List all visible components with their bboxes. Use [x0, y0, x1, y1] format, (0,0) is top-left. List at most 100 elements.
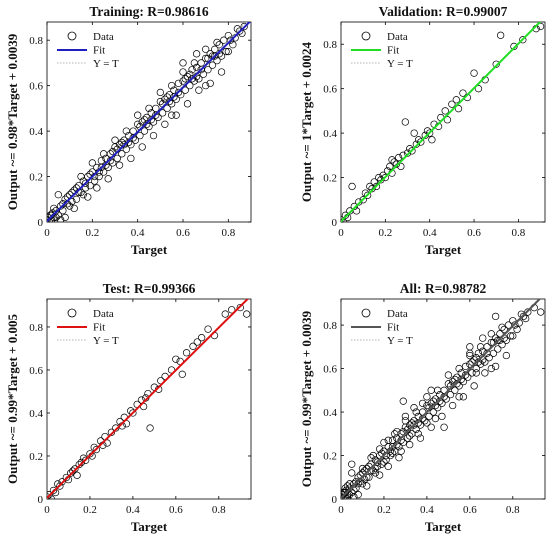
data-point	[161, 95, 169, 103]
data-point	[406, 432, 414, 440]
data-point	[95, 172, 103, 181]
data-point	[474, 85, 483, 93]
data-point	[491, 312, 500, 321]
data-point	[487, 338, 495, 347]
data-point	[403, 434, 412, 442]
y-tick-label: 0.2	[29, 451, 43, 463]
y-tick-label: 0.2	[323, 173, 337, 185]
data-point	[61, 213, 69, 222]
data-point	[481, 369, 489, 377]
data-point	[352, 207, 361, 215]
data-point	[459, 377, 468, 386]
y-tick-label: 0	[38, 494, 44, 506]
data-point	[138, 143, 146, 151]
y-tick-label: 0	[332, 494, 338, 506]
data-point	[165, 97, 174, 106]
data-point	[213, 56, 221, 65]
data-point	[111, 136, 119, 144]
data-point	[522, 314, 530, 323]
data-point	[448, 100, 456, 108]
data-point	[54, 191, 62, 199]
data-point	[138, 118, 146, 126]
data-point	[452, 96, 460, 104]
data-point	[109, 147, 117, 156]
data-point	[453, 380, 461, 388]
data-point	[378, 460, 386, 468]
data-point	[122, 127, 130, 135]
data-point	[363, 473, 371, 481]
data-point	[399, 438, 407, 447]
data-point	[188, 66, 196, 74]
data-point	[92, 445, 101, 454]
data-point	[410, 421, 418, 429]
data-point	[401, 118, 409, 126]
plot-marks	[341, 299, 545, 499]
data-point	[178, 370, 186, 378]
data-point	[410, 404, 418, 412]
data-point	[510, 42, 518, 51]
y-tick-label: 0.2	[29, 172, 43, 184]
data-point	[376, 445, 384, 453]
x-tick-label: 0.4	[420, 504, 434, 516]
legend-label: Y = T	[387, 335, 413, 347]
data-point	[202, 45, 210, 53]
data-point	[395, 454, 403, 462]
data-point	[56, 216, 65, 222]
y-tick-label: 0.4	[29, 126, 43, 138]
fit-line	[47, 299, 250, 499]
x-tick-label: 0.6	[169, 504, 183, 516]
data-point	[412, 408, 420, 416]
data-point	[457, 375, 465, 384]
data-point	[168, 100, 176, 108]
data-point	[388, 449, 397, 457]
data-point	[444, 380, 453, 388]
plot-marks	[47, 299, 251, 499]
data-point	[401, 412, 410, 421]
data-point	[206, 50, 214, 58]
data-point	[440, 423, 448, 431]
data-point	[174, 79, 183, 88]
data-point	[459, 89, 467, 97]
data-point	[109, 159, 117, 167]
data-point	[380, 438, 388, 447]
data-point	[179, 59, 187, 67]
data-point	[406, 441, 414, 449]
data-point	[192, 50, 201, 58]
data-point	[491, 362, 500, 371]
y-axis-label: Output ~= 0.98*Target + 0.0039	[5, 33, 20, 210]
data-point	[90, 177, 99, 185]
legend-label: Fit	[93, 322, 105, 334]
data-point	[341, 216, 345, 222]
data-point	[423, 393, 431, 401]
data-point	[386, 451, 395, 460]
legend-data-marker	[67, 31, 77, 41]
data-point	[454, 105, 463, 113]
data-point	[348, 469, 356, 477]
data-point	[373, 462, 382, 471]
data-point	[363, 191, 372, 199]
data-point	[509, 317, 517, 325]
x-tick-label: 0.4	[126, 504, 140, 516]
y-tick-label: 0.8	[29, 322, 43, 334]
data-point	[392, 160, 401, 168]
data-point	[428, 136, 436, 144]
data-point	[472, 364, 480, 373]
data-point	[455, 382, 463, 390]
data-point	[476, 360, 485, 368]
data-point	[59, 200, 67, 208]
data-point	[107, 428, 116, 436]
data-point	[49, 486, 58, 495]
data-point	[426, 129, 434, 137]
data-point	[86, 181, 94, 190]
data-point	[355, 198, 363, 206]
data-point	[397, 162, 405, 171]
data-point	[367, 454, 375, 462]
data-point	[217, 68, 226, 76]
data-point	[202, 54, 210, 63]
data-point	[147, 116, 155, 124]
data-point	[243, 310, 251, 318]
